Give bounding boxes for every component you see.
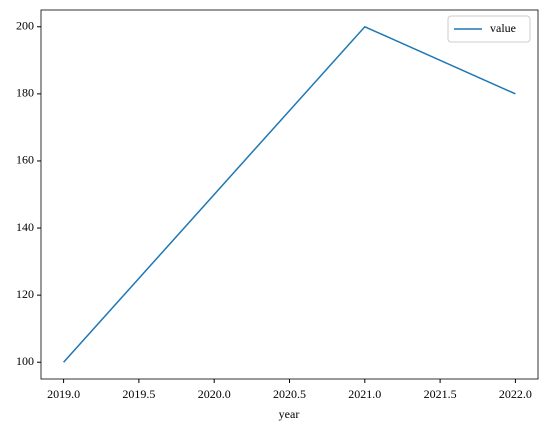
x-tick-label: 2022.0 <box>499 387 532 401</box>
x-tick-label: 2019.0 <box>47 387 80 401</box>
y-tick-label: 160 <box>16 153 34 167</box>
legend-label: value <box>490 21 516 35</box>
x-tick-label: 2020.0 <box>198 387 231 401</box>
y-tick-label: 120 <box>16 287 34 301</box>
line <box>63 25 516 363</box>
x-axis-label: year <box>279 407 300 421</box>
legend-box <box>447 15 531 43</box>
y-tick-label: 200 <box>16 19 34 33</box>
x-tick-label: 2021.5 <box>424 387 457 401</box>
plot-frame <box>40 9 539 380</box>
y-tick-label: 140 <box>16 220 34 234</box>
y-tick-label: 180 <box>16 86 34 100</box>
y-tick-label: 100 <box>16 354 34 368</box>
x-tick-label: 2019.5 <box>122 387 155 401</box>
x-tick-label: 2020.5 <box>273 387 306 401</box>
x-tick-label: 2021.0 <box>348 387 381 401</box>
